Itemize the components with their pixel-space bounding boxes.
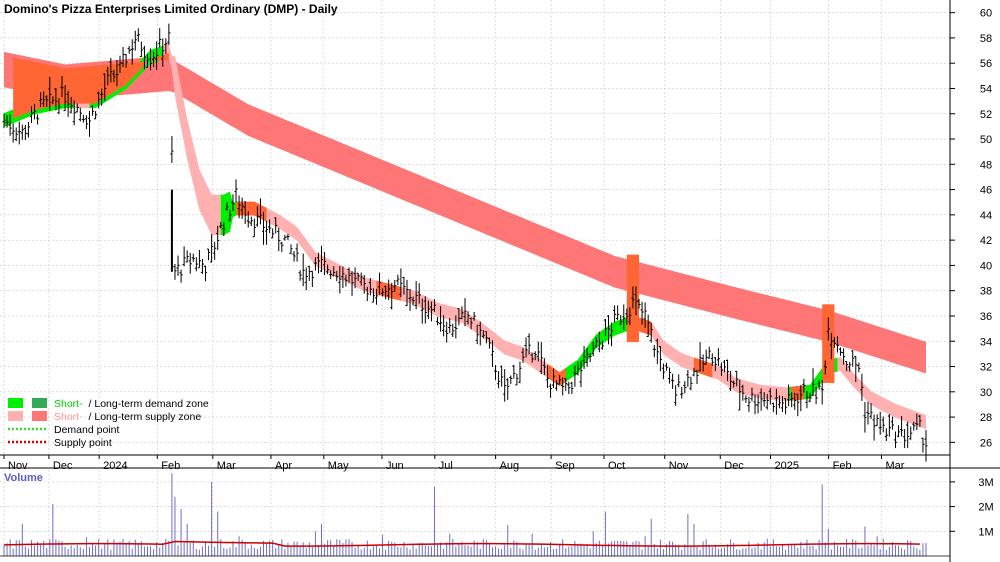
y-tick-label: 30 — [980, 387, 992, 399]
legend-swatch-short-demand — [8, 398, 23, 408]
x-tick-label: Jul — [439, 460, 453, 472]
zone-bands — [4, 43, 926, 430]
y-tick-label: 42 — [980, 235, 992, 247]
volume-bars — [3, 473, 927, 556]
x-tick-label: Mar — [217, 460, 236, 472]
volume-y-label: 1M — [978, 526, 993, 538]
x-tick-label: 2024 — [103, 460, 127, 472]
legend-swatch-short-supply — [8, 411, 23, 421]
volume-y-label: 3M — [978, 477, 993, 489]
x-tick-label: Feb — [833, 460, 852, 472]
legend-supply-long: / Long-term supply zone — [89, 411, 202, 423]
x-tick-label: May — [328, 460, 349, 472]
price-bars — [2, 23, 928, 462]
volume-y-label: 2M — [978, 502, 993, 514]
y-tick-label: 36 — [980, 311, 992, 323]
y-tick-label: 38 — [980, 286, 992, 298]
x-tick-label: Oct — [608, 460, 625, 472]
legend-supply-point: Supply point — [54, 437, 112, 449]
x-tick-label: Apr — [275, 460, 292, 472]
volume-label: Volume — [4, 472, 43, 484]
x-tick-label: Dec — [53, 460, 73, 472]
x-tick-label: Sep — [555, 460, 575, 472]
supply-touch-zone — [822, 304, 835, 383]
x-tick-label: Feb — [161, 460, 180, 472]
x-tick-label: Dec — [724, 460, 744, 472]
y-tick-label: 56 — [980, 58, 992, 70]
x-tick-label: Aug — [500, 460, 520, 472]
long-term-supply-band — [4, 51, 926, 374]
y-tick-label: 28 — [980, 412, 992, 424]
legend: Short- / Long-term demand zone Short- / … — [8, 398, 209, 449]
y-tick-label: 40 — [980, 260, 992, 272]
y-tick-label: 26 — [980, 437, 992, 449]
y-tick-label: 60 — [980, 8, 992, 20]
y-tick-label: 44 — [980, 210, 992, 222]
overlap-zone — [547, 363, 566, 387]
y-tick-label: 58 — [980, 33, 992, 45]
x-tick-label: Nov — [669, 460, 689, 472]
legend-swatch-long-demand — [32, 398, 47, 408]
short-term-supply-band — [837, 357, 926, 430]
legend-swatch-long-supply — [32, 411, 47, 421]
y-tick-label: 32 — [980, 362, 992, 374]
x-tick-label: 2025 — [774, 460, 798, 472]
chart-title: Domino's Pizza Enterprises Limited Ordin… — [4, 2, 338, 16]
y-tick-label: 54 — [980, 83, 992, 95]
legend-demand-short: Short- — [54, 398, 83, 410]
svg-text:Short- / Long-term deman: Short- / Long-term demand zone — [54, 398, 209, 410]
x-tick-label: Nov — [8, 460, 28, 472]
legend-demand-long: / Long-term demand zone — [89, 398, 209, 410]
y-tick-label: 50 — [980, 134, 992, 146]
short-term-demand-band — [562, 315, 633, 385]
x-tick-label: Mar — [885, 460, 904, 472]
y-tick-label: 52 — [980, 109, 992, 121]
legend-supply-short: Short- — [54, 411, 83, 423]
short-term-supply-band — [162, 43, 221, 236]
x-tick-label: Jun — [386, 460, 404, 472]
volume-average-line — [3, 540, 920, 547]
legend-demand-point: Demand point — [54, 424, 119, 436]
svg-text:Short- / Long-term suppl: Short- / Long-term supply zone — [54, 411, 201, 423]
y-tick-label: 48 — [980, 159, 992, 171]
y-tick-label: 46 — [980, 185, 992, 197]
y-tick-label: 34 — [980, 336, 992, 348]
